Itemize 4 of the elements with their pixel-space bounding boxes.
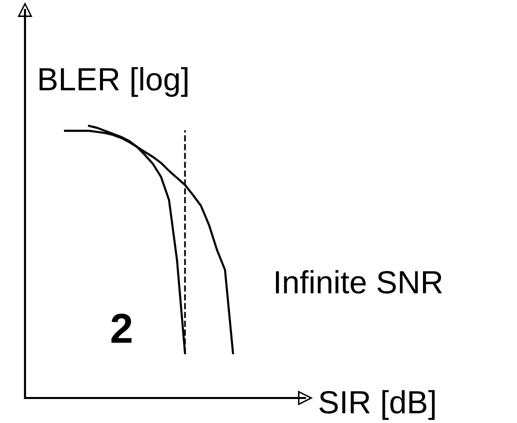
y-axis-title: BLER [log] <box>40 67 188 97</box>
x-axis-title: SIR [dB] <box>319 390 435 420</box>
annotation: 2 <box>111 314 132 343</box>
annotation: Infinite SNR <box>276 270 442 294</box>
